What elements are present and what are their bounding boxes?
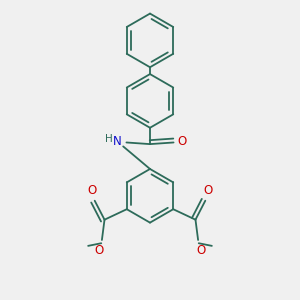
Text: O: O bbox=[88, 184, 97, 197]
Text: O: O bbox=[178, 135, 187, 148]
Text: O: O bbox=[95, 244, 104, 257]
Text: H: H bbox=[105, 134, 112, 144]
Text: O: O bbox=[203, 184, 212, 197]
Text: O: O bbox=[196, 244, 205, 257]
Text: N: N bbox=[113, 135, 122, 148]
